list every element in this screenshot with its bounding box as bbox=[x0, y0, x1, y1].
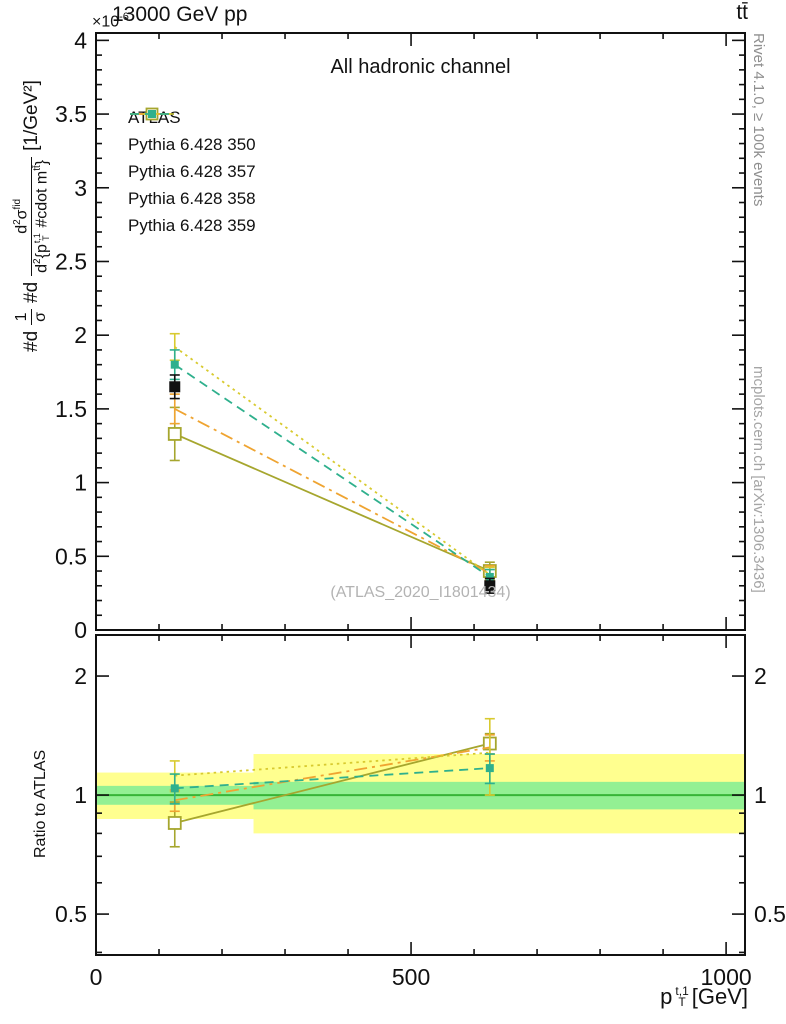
ylabel-fraction-2: d2σfid d2{p t,1 T #cdot mtt̄} bbox=[12, 156, 52, 276]
legend-label: Pythia 6.428 350 bbox=[128, 134, 256, 154]
legend-label: Pythia 6.428 359 bbox=[128, 215, 256, 235]
beam-energy-label: 13000 GeV pp bbox=[112, 3, 248, 26]
svg-text:1: 1 bbox=[74, 470, 87, 496]
svg-text:2: 2 bbox=[74, 322, 87, 348]
ratio-y-axis-title: Ratio to ATLAS bbox=[32, 749, 49, 858]
ylabel-unit: [1/GeV²] bbox=[20, 80, 42, 151]
legend-entry-pythia-6.428-350: Pythia 6.428 350 bbox=[128, 107, 256, 158]
series-pythia-6.428-358 bbox=[169, 332, 495, 583]
legend-label: Pythia 6.428 357 bbox=[128, 161, 256, 181]
series-atlas bbox=[169, 374, 496, 594]
svg-text:0.5: 0.5 bbox=[55, 901, 87, 927]
plot-title: All hadronic channel bbox=[330, 56, 511, 78]
svg-text:2: 2 bbox=[754, 663, 767, 689]
svg-text:0: 0 bbox=[90, 964, 103, 990]
series-pythia-6.428-359 bbox=[169, 349, 495, 586]
svg-text:2.5: 2.5 bbox=[55, 248, 87, 274]
svg-text:0.5: 0.5 bbox=[55, 543, 87, 569]
legend-entry-pythia-6.428-358: Pythia 6.428 358 bbox=[128, 113, 256, 212]
ylabel-mid: #d bbox=[20, 281, 42, 303]
svg-text:1: 1 bbox=[74, 782, 87, 808]
svg-text:2: 2 bbox=[74, 663, 87, 689]
ylabel-fraction-1: 1 σ bbox=[13, 308, 50, 325]
series-pythia-6.428-359 bbox=[169, 753, 495, 805]
process-label: tt̄ bbox=[736, 1, 748, 24]
ylabel-prefix: #d bbox=[20, 330, 42, 352]
svg-text:1: 1 bbox=[754, 782, 767, 808]
top-panel-frame bbox=[95, 32, 746, 631]
x-title-unit: [GeV] bbox=[691, 984, 748, 1009]
svg-text:1.5: 1.5 bbox=[55, 396, 87, 422]
analysis-watermark: (ATLAS_2020_I1801434) bbox=[330, 584, 511, 601]
y-axis-exponent-label: ×10-6 bbox=[92, 11, 129, 31]
legend-sample-marker bbox=[130, 110, 174, 118]
legend-entry-pythia-6.428-357: Pythia 6.428 357 bbox=[128, 113, 256, 185]
top-y-axis-title: #d 1 σ #d d2σfid d2{p t,1 T #cdot mtt̄} [1… bbox=[12, 80, 52, 352]
x-title-subsup: t,1 T bbox=[675, 984, 689, 1009]
svg-text:0.5: 0.5 bbox=[754, 901, 786, 927]
legend-entry-pythia-6.428-359: Pythia 6.428 359 bbox=[128, 110, 256, 239]
series-pythia-6.428-350 bbox=[167, 406, 497, 581]
legend-label: Pythia 6.428 358 bbox=[128, 188, 256, 208]
svg-text:1000: 1000 bbox=[701, 964, 752, 990]
svg-text:0: 0 bbox=[74, 617, 87, 643]
svg-text:3.5: 3.5 bbox=[55, 101, 87, 127]
svg-text:500: 500 bbox=[392, 964, 430, 990]
mcplots-credit-label: mcplots.cern.ch [arXiv:1306.3436] bbox=[750, 366, 767, 593]
x-axis-title: p t,1 T [GeV] bbox=[660, 984, 748, 1010]
rivet-version-label: Rivet 4.1.0, ≥ 100k events bbox=[750, 33, 767, 207]
svg-text:4: 4 bbox=[74, 27, 87, 53]
svg-text:3: 3 bbox=[74, 175, 87, 201]
x-title-base: p bbox=[660, 984, 673, 1009]
